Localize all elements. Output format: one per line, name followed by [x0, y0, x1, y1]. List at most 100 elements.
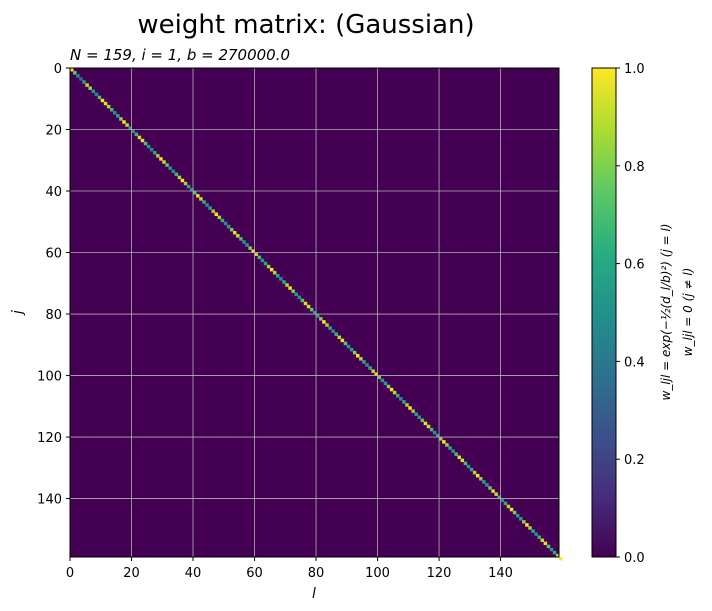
heatmap-diagonal-cell — [279, 277, 283, 281]
heatmap-diagonal-cell — [389, 387, 394, 392]
heatmap-diagonal-cell — [445, 443, 449, 447]
heatmap-diagonal-cell — [531, 529, 535, 533]
heatmap-diagonal-cell — [451, 449, 455, 453]
heatmap-diagonal-cell — [408, 406, 412, 410]
heatmap-diagonal-cell — [506, 504, 511, 509]
heatmap-diagonal-cell — [352, 350, 357, 355]
heatmap-diagonal-cell — [509, 507, 514, 512]
heatmap-diagonal-cell — [276, 274, 280, 278]
heatmap-diagonal-cell — [205, 203, 209, 207]
heatmap-diagonal-cell — [491, 489, 495, 493]
heatmap-diagonal-cell — [272, 270, 277, 275]
heatmap-diagonal-cell — [448, 446, 452, 450]
y-tick-label: 140 — [37, 493, 62, 508]
heatmap-diagonal-cell — [457, 455, 461, 459]
y-tick-label: 20 — [45, 124, 62, 139]
heatmap-diagonal-cell — [399, 397, 403, 401]
heatmap-diagonal-cell — [174, 172, 179, 177]
heatmap-diagonal-cell — [482, 480, 486, 484]
colorbar-tick-label: 0.4 — [624, 355, 645, 370]
heatmap-diagonal-cell — [76, 74, 80, 78]
heatmap-diagonal-cell — [411, 409, 415, 413]
heatmap-diagonal-cell — [251, 249, 255, 253]
heatmap-diagonal-cell — [128, 126, 132, 130]
heatmap-diagonal-cell — [260, 258, 265, 263]
colorbar-tick-label: 0.2 — [624, 453, 645, 468]
heatmap-diagonal-cell — [309, 307, 314, 312]
heatmap-diagonal-cell — [254, 252, 259, 257]
heatmap-diagonal-cell — [500, 498, 505, 503]
heatmap-diagonal-cell — [555, 553, 560, 558]
y-axis-ticks: 0 20 40 60 80 100 120 140 — [37, 62, 70, 508]
heatmap-diagonal-cell — [420, 418, 425, 423]
heatmap-diagonal-cell — [426, 424, 431, 429]
heatmap-diagonal-cell — [559, 557, 563, 561]
heatmap-diagonal-cell — [396, 394, 400, 398]
heatmap-diagonal-cell — [288, 286, 292, 290]
heatmap-diagonal-cell — [211, 209, 215, 213]
heatmap-diagonal-cell — [359, 357, 363, 361]
heatmap-diagonal-cell — [469, 467, 474, 472]
heatmap-plot-area — [70, 68, 563, 561]
heatmap-diagonal-cell — [73, 71, 77, 75]
heatmap-diagonal-cell — [340, 338, 345, 343]
x-tick-label: 40 — [185, 566, 202, 581]
heatmap-diagonal-cell — [423, 421, 428, 426]
heatmap-diagonal-cell — [442, 440, 446, 444]
heatmap-diagonal-cell — [220, 218, 225, 223]
heatmap-diagonal-cell — [503, 501, 508, 506]
heatmap-diagonal-cell — [82, 80, 86, 84]
heatmap-diagonal-cell — [522, 520, 526, 524]
heatmap-diagonal-cell — [149, 147, 154, 152]
colorbar-tick-label: 1.0 — [624, 62, 645, 77]
y-tick-label: 100 — [37, 370, 62, 385]
heatmap-diagonal-cell — [177, 175, 182, 180]
heatmap-diagonal-cell — [85, 83, 89, 87]
heatmap-diagonal-cell — [193, 191, 197, 195]
heatmap-diagonal-cell — [119, 117, 123, 121]
heatmap-diagonal-cell — [291, 289, 295, 293]
heatmap-diagonal-cell — [525, 523, 529, 527]
heatmap-diagonal-cell — [414, 412, 418, 416]
chart-subtitle: N = 159, i = 1, b = 270000.0 — [70, 46, 290, 64]
heatmap-diagonal-cell — [125, 123, 129, 127]
heatmap-diagonal-cell — [103, 101, 108, 106]
heatmap-diagonal-cell — [229, 227, 234, 232]
heatmap-diagonal-cell — [512, 510, 517, 515]
x-tick-label: 140 — [488, 566, 513, 581]
y-tick-label: 80 — [45, 308, 62, 323]
heatmap-diagonal-cell — [257, 255, 262, 260]
heatmap-diagonal-cell — [202, 200, 206, 204]
heatmap-diagonal-cell — [368, 366, 372, 370]
heatmap-diagonal-cell — [343, 341, 348, 346]
heatmap-diagonal-cell — [285, 283, 289, 287]
y-tick-label: 60 — [45, 247, 62, 262]
heatmap-diagonal-cell — [371, 369, 375, 373]
heatmap-diagonal-cell — [248, 246, 252, 250]
heatmap-diagonal-cell — [429, 427, 434, 432]
heatmap-diagonal-cell — [223, 221, 228, 226]
heatmap-diagonal-cell — [94, 92, 99, 97]
heatmap-diagonal-cell — [282, 280, 286, 284]
heatmap-diagonal-cell — [140, 138, 145, 143]
heatmap-diagonal-cell — [362, 360, 366, 364]
heatmap-diagonal-cell — [322, 320, 326, 324]
colorbar — [591, 67, 617, 558]
heatmap-diagonal-cell — [439, 437, 443, 441]
heatmap-diagonal-cell — [300, 298, 305, 303]
heatmap-diagonal-cell — [405, 403, 409, 407]
heatmap-diagonal-cell — [552, 550, 557, 555]
heatmap-diagonal-cell — [226, 224, 231, 229]
heatmap-diagonal-cell — [472, 470, 477, 475]
colorbar-tick-label: 0.0 — [624, 551, 645, 566]
heatmap-diagonal-cell — [79, 77, 83, 81]
heatmap-diagonal-cell — [217, 215, 222, 220]
colorbar-ticks: 0.0 0.2 0.4 0.6 0.8 1.0 — [616, 62, 645, 566]
heatmap-diagonal-cell — [337, 335, 342, 340]
heatmap-diagonal-cell — [208, 206, 212, 210]
heatmap-diagonal-cell — [328, 326, 332, 330]
heatmap-diagonal-cell — [196, 194, 200, 198]
heatmap-diagonal-cell — [239, 237, 243, 241]
gridlines — [70, 68, 559, 557]
